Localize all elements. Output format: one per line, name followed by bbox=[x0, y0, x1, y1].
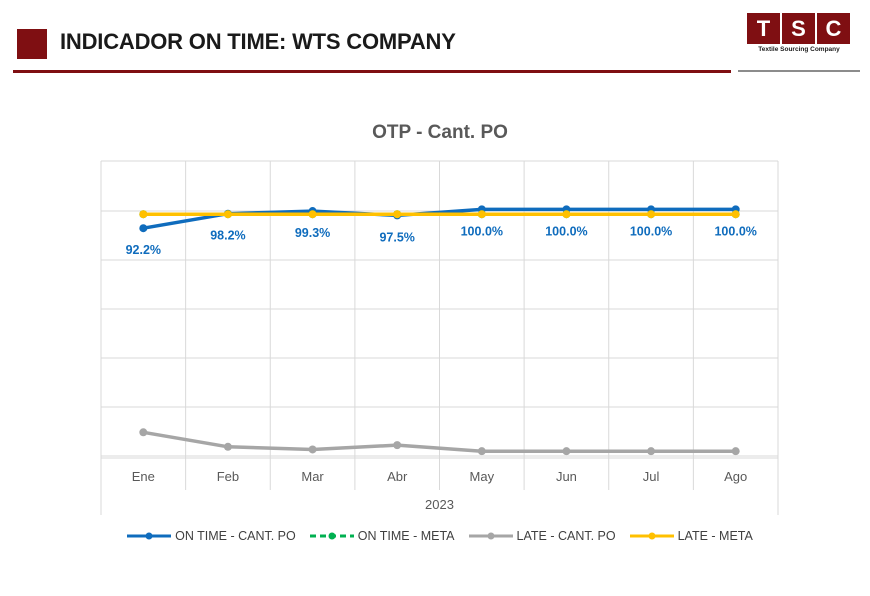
x-group-label: 2023 bbox=[425, 497, 454, 512]
logo-letter-t: T bbox=[747, 13, 780, 44]
data-point-on-time-cant-po-0 bbox=[139, 224, 148, 233]
company-logo: T S C Textile Sourcing Company bbox=[747, 13, 851, 53]
page-title: INDICADOR ON TIME: WTS COMPANY bbox=[60, 29, 456, 54]
data-point-late-meta-4 bbox=[477, 210, 486, 219]
x-tick-label-jun: Jun bbox=[556, 469, 577, 484]
data-point-late-meta-1 bbox=[223, 210, 232, 219]
data-point-late-meta-3 bbox=[393, 210, 402, 219]
legend-item-late-cant-po[interactable]: LATE - CANT. PO bbox=[468, 529, 616, 543]
logo-letter-s: S bbox=[782, 13, 815, 44]
legend-swatch-on-time-meta bbox=[309, 532, 354, 540]
data-point-late-cant-po-0 bbox=[139, 428, 148, 437]
data-point-late-cant-po-4 bbox=[477, 447, 486, 456]
logo-letter-c: C bbox=[817, 13, 850, 44]
data-point-late-meta-2 bbox=[308, 210, 317, 219]
legend-label-late-cant-po: LATE - CANT. PO bbox=[516, 529, 616, 543]
data-label-on-time-cant-po-4: 100.0% bbox=[461, 224, 503, 238]
data-label-on-time-cant-po-0: 92.2% bbox=[126, 243, 161, 257]
data-point-late-cant-po-7 bbox=[731, 447, 740, 456]
chart-title: OTP - Cant. PO bbox=[372, 122, 508, 143]
legend-label-on-time-meta: ON TIME - META bbox=[357, 529, 455, 543]
legend-label-late-meta: LATE - META bbox=[677, 529, 753, 543]
data-point-late-meta-5 bbox=[562, 210, 571, 219]
data-point-late-cant-po-3 bbox=[393, 441, 402, 450]
data-point-late-meta-0 bbox=[139, 210, 148, 219]
legend-item-late-meta[interactable]: LATE - META bbox=[629, 529, 753, 543]
header-divider bbox=[13, 70, 731, 73]
data-point-late-cant-po-5 bbox=[562, 447, 571, 456]
logo-divider bbox=[738, 70, 860, 72]
data-label-on-time-cant-po-5: 100.0% bbox=[545, 224, 587, 238]
x-tick-label-abr: Abr bbox=[387, 469, 408, 484]
data-label-on-time-cant-po-7: 100.0% bbox=[714, 224, 756, 238]
data-point-late-meta-6 bbox=[647, 210, 656, 219]
legend-item-on-time-meta[interactable]: ON TIME - META bbox=[309, 529, 455, 543]
x-tick-label-mar: Mar bbox=[301, 469, 324, 484]
data-label-on-time-cant-po-2: 99.3% bbox=[295, 226, 330, 240]
legend-swatch-on-time-cant-po bbox=[127, 532, 172, 540]
legend-swatch-late-meta bbox=[629, 532, 674, 540]
series-line-late-cant-po bbox=[141, 430, 738, 453]
legend-item-on-time-cant-po[interactable]: ON TIME - CANT. PO bbox=[127, 529, 296, 543]
x-tick-label-may: May bbox=[470, 469, 495, 484]
logo-subtitle: Textile Sourcing Company bbox=[758, 46, 840, 53]
legend-swatch-late-cant-po bbox=[468, 532, 513, 540]
x-tick-label-feb: Feb bbox=[217, 469, 239, 484]
data-label-on-time-cant-po-1: 98.2% bbox=[210, 229, 245, 243]
chart-legend: ON TIME - CANT. PO ON TIME - META LATE -… bbox=[0, 529, 870, 543]
data-point-late-meta-7 bbox=[731, 210, 740, 219]
data-label-on-time-cant-po-6: 100.0% bbox=[630, 224, 672, 238]
title-marker bbox=[17, 29, 47, 59]
data-point-late-cant-po-1 bbox=[223, 442, 232, 451]
x-tick-label-ene: Ene bbox=[132, 469, 155, 484]
x-tick-label-jul: Jul bbox=[643, 469, 660, 484]
data-point-late-cant-po-2 bbox=[308, 445, 317, 454]
data-label-on-time-cant-po-3: 97.5% bbox=[379, 230, 414, 244]
legend-label-on-time-cant-po: ON TIME - CANT. PO bbox=[175, 529, 296, 543]
data-point-late-cant-po-6 bbox=[647, 447, 656, 456]
x-tick-label-ago: Ago bbox=[724, 469, 747, 484]
